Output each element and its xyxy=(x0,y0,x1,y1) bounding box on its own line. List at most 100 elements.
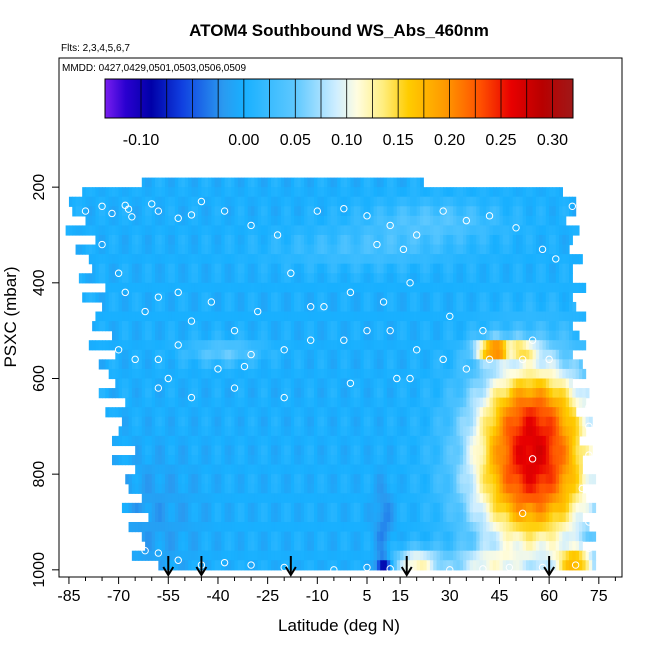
heatmap-cell xyxy=(357,225,361,236)
heatmap-cell xyxy=(499,407,504,418)
heatmap-cell xyxy=(446,254,451,265)
heatmap-cell xyxy=(141,196,146,207)
heatmap-cell xyxy=(138,292,143,303)
heatmap-cell xyxy=(446,244,451,255)
heatmap-cell xyxy=(426,206,431,217)
heatmap-cell xyxy=(516,502,520,514)
heatmap-cell xyxy=(178,512,183,523)
heatmap-cell xyxy=(261,474,265,485)
heatmap-cell xyxy=(588,502,593,514)
heatmap-cell xyxy=(135,244,140,255)
heatmap-cell xyxy=(423,397,428,408)
heatmap-cell xyxy=(280,349,285,360)
heatmap-cell xyxy=(436,244,441,255)
heatmap-cell xyxy=(171,483,176,494)
heatmap-cell xyxy=(227,407,232,418)
heatmap-cell xyxy=(535,187,540,198)
heatmap-cell xyxy=(410,502,414,514)
heatmap-cell xyxy=(171,282,176,293)
heatmap-cell xyxy=(466,455,471,466)
heatmap-cell xyxy=(181,512,186,523)
heatmap-cell xyxy=(164,397,169,408)
heatmap-cell xyxy=(419,311,424,322)
heatmap-cell xyxy=(164,464,169,475)
heatmap-cell xyxy=(479,493,484,504)
heatmap-cell xyxy=(496,254,501,265)
heatmap-cell xyxy=(559,349,563,360)
heatmap-cell xyxy=(247,273,252,284)
heatmap-cell xyxy=(419,187,424,198)
heatmap-cell xyxy=(148,292,153,303)
heatmap-cell xyxy=(525,464,530,475)
heatmap-cell xyxy=(217,464,222,475)
heatmap-cell xyxy=(98,254,103,265)
heatmap-cell xyxy=(300,426,305,437)
heatmap-cell xyxy=(221,349,226,360)
heatmap-cell xyxy=(406,340,411,351)
heatmap-cell xyxy=(449,483,454,494)
heatmap-cell xyxy=(231,359,236,370)
heatmap-cell xyxy=(158,426,163,437)
heatmap-cell xyxy=(426,321,431,332)
heatmap-cell xyxy=(340,493,345,504)
heatmap-cell xyxy=(102,196,106,207)
heatmap-cell xyxy=(264,234,269,246)
heatmap-cell xyxy=(227,254,232,265)
heatmap-cell xyxy=(88,244,93,255)
heatmap-cell xyxy=(423,340,428,351)
heatmap-cell xyxy=(592,474,597,485)
heatmap-cell xyxy=(552,464,557,475)
heatmap-cell xyxy=(333,455,338,466)
heatmap-cell xyxy=(128,187,133,198)
heatmap-cell xyxy=(390,349,395,360)
heatmap-cell xyxy=(254,187,259,198)
heatmap-cell xyxy=(102,244,106,255)
heatmap-cell xyxy=(323,234,328,246)
heatmap-cell xyxy=(393,435,398,447)
heatmap-cell xyxy=(214,206,219,217)
heatmap-cell xyxy=(373,502,378,514)
heatmap-cell xyxy=(492,474,497,485)
heatmap-cell xyxy=(141,206,146,217)
heatmap-cell xyxy=(211,196,216,207)
heatmap-cell xyxy=(463,321,467,332)
heatmap-cell xyxy=(270,474,275,485)
heatmap-cell xyxy=(227,493,232,504)
heatmap-cell xyxy=(330,378,335,389)
heatmap-cell xyxy=(327,416,332,427)
heatmap-cell xyxy=(449,435,454,447)
heatmap-cell xyxy=(509,455,514,466)
heatmap-cell xyxy=(284,426,289,437)
heatmap-cell xyxy=(429,349,434,360)
heatmap-cell xyxy=(317,340,322,351)
heatmap-cell xyxy=(247,301,252,313)
heatmap-cell xyxy=(294,378,299,389)
heatmap-cell xyxy=(489,378,494,389)
heatmap-cell xyxy=(257,244,262,255)
heatmap-cell xyxy=(350,483,355,494)
heatmap-cell xyxy=(522,311,527,322)
heatmap-cell xyxy=(353,435,358,447)
heatmap-cell xyxy=(131,254,136,265)
heatmap-cell xyxy=(264,330,269,341)
heatmap-cell xyxy=(413,359,418,370)
heatmap-cell xyxy=(65,225,70,236)
heatmap-cell xyxy=(426,311,431,322)
heatmap-cell xyxy=(221,340,226,351)
heatmap-cell xyxy=(184,407,189,418)
heatmap-cell xyxy=(290,215,295,227)
heatmap-cell xyxy=(525,388,530,399)
heatmap-cell xyxy=(380,177,385,188)
heatmap-cell xyxy=(439,330,444,341)
heatmap-cell xyxy=(370,292,375,303)
heatmap-cell xyxy=(383,206,388,217)
heatmap-cell xyxy=(111,244,116,255)
heatmap-cell xyxy=(532,292,537,303)
heatmap-cell xyxy=(98,225,103,236)
heatmap-cell xyxy=(267,435,272,447)
heatmap-cell xyxy=(241,273,246,284)
heatmap-cell xyxy=(158,416,163,427)
heatmap-cell xyxy=(307,426,312,437)
heatmap-cell xyxy=(456,349,461,360)
heatmap-cell xyxy=(525,215,530,227)
